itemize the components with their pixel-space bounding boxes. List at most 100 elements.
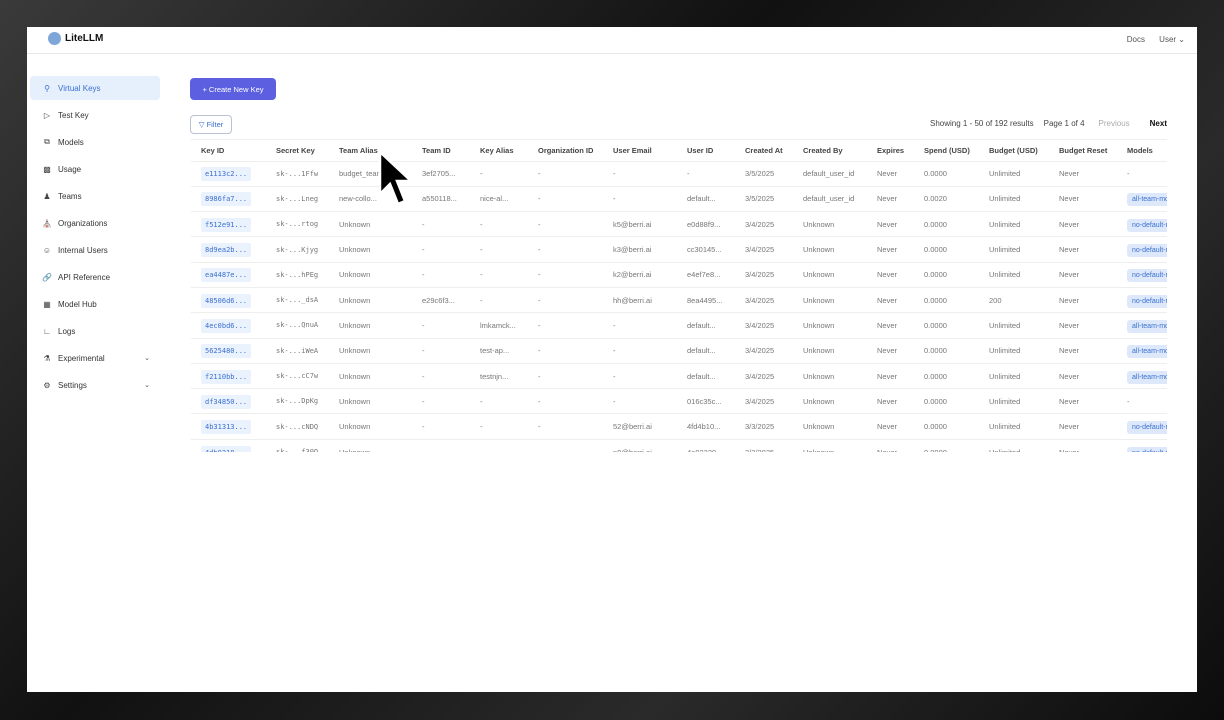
sidebar-item-test-key[interactable]: ▷ Test Key xyxy=(30,103,160,127)
column-header-created-by[interactable]: Created By xyxy=(803,145,843,155)
key-id-cell[interactable]: f512e91... xyxy=(191,211,266,237)
table-row[interactable]: 48506d6... sk-..._dsA Unknown e29c6f3... - - h… xyxy=(191,286,1167,313)
key-id-cell[interactable]: e1113c2... xyxy=(191,160,266,187)
sidebar-item-model-hub[interactable]: ▦ Model Hub xyxy=(30,292,160,316)
key-id-link[interactable]: 8986fa7... xyxy=(201,192,252,207)
table-cell: all-team-models xyxy=(1117,185,1167,212)
model-badge: all-team-models xyxy=(1127,193,1167,207)
logo[interactable]: LiteLLM xyxy=(48,32,103,45)
previous-button[interactable]: Previous xyxy=(1098,119,1130,128)
sidebar-item-virtual-keys[interactable]: ⚲ Virtual Keys xyxy=(30,76,160,100)
column-header-models[interactable]: Models xyxy=(1127,145,1153,155)
sidebar-item-usage[interactable]: ▩ Usage xyxy=(30,157,160,181)
key-id-link[interactable]: f2110bb... xyxy=(201,369,252,384)
table-cell: 3/4/2025 xyxy=(735,362,793,389)
key-id-cell[interactable]: 4b31313... xyxy=(191,413,266,440)
table-cell: cc30145... xyxy=(677,236,735,263)
key-id-link[interactable]: 5625480... xyxy=(201,344,252,359)
table-cell: Never xyxy=(1049,160,1117,187)
column-header-spend-usd[interactable]: Spend (USD) xyxy=(924,145,970,155)
table-cell: 3/4/2025 xyxy=(735,337,793,364)
column-header-user-id[interactable]: User ID xyxy=(687,145,714,155)
table-cell: - xyxy=(470,211,528,237)
model-badge: no-default-models xyxy=(1127,218,1167,232)
key-id-link[interactable]: f512e91... xyxy=(201,217,252,232)
key-id-cell[interactable]: 8d9ea2b... xyxy=(191,236,266,263)
column-header-expires[interactable]: Expires xyxy=(877,145,905,155)
sidebar-item-models[interactable]: ⧉ Models xyxy=(30,130,160,154)
table-row[interactable]: f512e91... sk-...rtog Unknown - - - k5@berri.a… xyxy=(191,211,1167,237)
table-row[interactable]: 4db0218...sk-...f30QUnknown---n8@berri.a… xyxy=(191,438,1167,452)
table-row[interactable]: df34850... sk-...DpKg Unknown - - - -016c35c..… xyxy=(191,388,1167,414)
table-row[interactable]: f2110bb... sk-...cC7w Unknown - testnjn... - -… xyxy=(191,362,1167,389)
table-cell: test-ap... xyxy=(470,337,528,364)
key-id-cell[interactable]: 5625480... xyxy=(191,337,266,364)
table-cell: 3/5/2025 xyxy=(735,185,793,212)
key-id-link[interactable]: 4db0218... xyxy=(201,445,252,452)
table-cell: Never xyxy=(1049,236,1117,263)
column-header-key-alias[interactable]: Key Alias xyxy=(480,145,514,155)
key-id-link[interactable]: 4ec0bd6... xyxy=(201,318,252,333)
filter-icon: ▽ xyxy=(198,120,205,129)
table-cell: sk-...iWeA xyxy=(266,337,329,364)
app-window: LiteLLM Docs User ⌄ ⚲ Virtual Keys ▷ Test K… xyxy=(27,27,1197,692)
sidebar-item-label: Experimental xyxy=(58,353,105,363)
chevron-down-icon: ⌄ xyxy=(144,382,150,389)
table-row[interactable]: ea4487e... sk-...hPEg Unknown - - - k2@berri.a… xyxy=(191,261,1167,288)
table-row[interactable]: e1113c2... sk-...1Ffw budget_team 3ef2705..… xyxy=(191,160,1167,187)
column-header-team-alias[interactable]: Team Alias xyxy=(339,145,378,155)
table-row[interactable]: 4b31313... sk-...cNDQ Unknown - - -52@berri.a… xyxy=(191,413,1167,440)
model-badge: no-default-models xyxy=(1127,294,1167,308)
sidebar-item-api-reference[interactable]: 🔗 API Reference xyxy=(30,265,160,289)
sidebar-item-logs[interactable]: ∟ Logs xyxy=(30,319,160,343)
column-header-key-id[interactable]: Key ID xyxy=(201,145,225,155)
key-id-link[interactable]: 8d9ea2b... xyxy=(201,243,252,258)
key-id-link[interactable]: df34850... xyxy=(201,394,252,409)
table-cell: k5@berri.ai xyxy=(603,211,677,237)
filter-button[interactable]: ▽ Filter xyxy=(190,115,232,134)
column-header-created-at[interactable]: Created At xyxy=(745,145,783,155)
sidebar-item-experimental[interactable]: ⚗ Experimental ⌄ xyxy=(30,346,160,370)
table-cell: Unlimited xyxy=(979,185,1049,212)
key-id-link[interactable]: 4b31313... xyxy=(201,420,252,435)
next-button[interactable]: Next xyxy=(1149,119,1167,128)
column-header-user-email[interactable]: User Email xyxy=(613,145,652,155)
table-cell: Unknown xyxy=(793,413,867,440)
table-row[interactable]: 5625480... sk-...iWeA Unknown - test-ap... - -… xyxy=(191,337,1167,364)
table-cell: Never xyxy=(867,312,914,339)
key-id-link[interactable]: e1113c2... xyxy=(201,167,252,182)
user-menu[interactable]: User ⌄ xyxy=(1159,35,1185,44)
docs-link[interactable]: Docs xyxy=(1126,35,1145,44)
column-header-budget-reset[interactable]: Budget Reset xyxy=(1059,145,1108,155)
table-row[interactable]: 4ec0bd6... sk-...QnuA Unknown - lmkamck... - -… xyxy=(191,312,1167,339)
key-id-cell[interactable]: 8986fa7... xyxy=(191,185,266,212)
table-cell: Unlimited xyxy=(979,438,1049,452)
sidebar-item-teams[interactable]: ♟ Teams xyxy=(30,184,160,208)
create-new-key-button[interactable]: + Create New Key xyxy=(190,78,276,100)
table-cell: - xyxy=(528,261,603,288)
table-cell: all-team-models xyxy=(1117,362,1167,389)
sidebar-item-internal-users[interactable]: ☺ Internal Users xyxy=(30,238,160,262)
key-id-link[interactable]: 48506d6... xyxy=(201,293,252,308)
experiment-icon: ⚗ xyxy=(43,353,51,363)
column-header-budget-usd[interactable]: Budget (USD) xyxy=(989,145,1038,155)
sidebar-item-settings[interactable]: ⚙ Settings ⌄ xyxy=(30,373,160,397)
key-id-cell[interactable]: f2110bb... xyxy=(191,362,266,389)
key-id-cell[interactable]: 4ec0bd6... xyxy=(191,312,266,339)
pagination: Showing 1 - 50 of 192 results Page 1 of … xyxy=(930,119,1167,128)
table-cell: Unknown xyxy=(793,438,867,452)
column-header-organization-id[interactable]: Organization ID xyxy=(538,145,594,155)
column-header-secret-key[interactable]: Secret Key xyxy=(276,145,315,155)
key-id-cell[interactable]: ea4487e... xyxy=(191,261,266,288)
key-id-link[interactable]: ea4487e... xyxy=(201,268,252,283)
key-id-cell[interactable]: df34850... xyxy=(191,388,266,414)
key-id-cell[interactable]: 48506d6... xyxy=(191,286,266,313)
table-row[interactable]: 8d9ea2b... sk-...Kjyg Unknown - - - k3@berri.a… xyxy=(191,236,1167,263)
sidebar-item-organizations[interactable]: ⛪ Organizations xyxy=(30,211,160,235)
keys-table[interactable]: Key ID Secret Key Team Alias Team ID Key Ali… xyxy=(191,139,1167,452)
table-row[interactable]: 8986fa7... sk-...Lneg new-collo... a550118.… xyxy=(191,185,1167,212)
column-header-team-id[interactable]: Team ID xyxy=(422,145,451,155)
table-cell: - xyxy=(603,312,677,339)
table-cell: - xyxy=(470,236,528,263)
key-id-cell[interactable]: 4db0218... xyxy=(191,438,266,452)
